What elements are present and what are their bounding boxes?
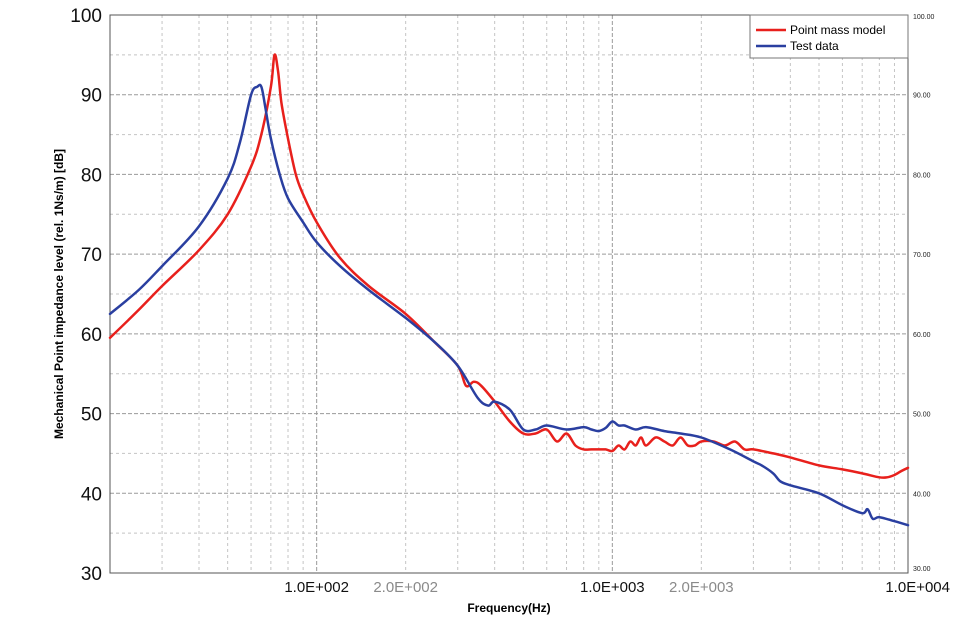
y-axis-title: Mechanical Point impedance level (rel. 1… xyxy=(52,149,66,439)
y-tick-label-right: 30.00 xyxy=(913,566,931,573)
y-tick-label-right: 70.00 xyxy=(913,252,931,259)
y-tick-label-right: 100.00 xyxy=(913,14,935,21)
x-tick-label: 1.0E+002 xyxy=(284,579,349,596)
x-tick-label: 1.0E+004 xyxy=(885,579,950,596)
y-tick-label-left: 50 xyxy=(81,405,102,426)
x-tick-label: 1.0E+003 xyxy=(580,579,645,596)
y-tick-label-left: 40 xyxy=(81,484,102,505)
plot-frame xyxy=(109,14,909,574)
grid-layer xyxy=(110,15,908,573)
y-tick-label-right: 90.00 xyxy=(913,93,931,100)
series-layer xyxy=(108,53,910,527)
y-tick-label-left: 70 xyxy=(81,245,102,266)
legend-label-test-data: Test data xyxy=(790,39,839,53)
y-tick-label-left: 60 xyxy=(81,325,102,346)
tick-layer: 30 40 50 60 70 80 90 100 30.00 40.00 50.00 60.00 70.… xyxy=(70,6,950,596)
x-tick-label: 2.0E+002 xyxy=(373,579,438,596)
legend-label-point-mass-model: Point mass model xyxy=(790,23,885,37)
y-tick-label-left: 80 xyxy=(81,165,102,186)
y-tick-label-left: 100 xyxy=(70,6,102,27)
legend-box xyxy=(749,14,909,59)
x-axis-title: Frequency(Hz) xyxy=(467,601,550,615)
series-line-test-data xyxy=(108,83,910,527)
y-tick-label-right: 60.00 xyxy=(913,332,931,339)
x-tick-label: 2.0E+003 xyxy=(669,579,734,596)
legend: Point mass model Test data xyxy=(749,14,909,59)
y-tick-label-left: 30 xyxy=(81,564,102,585)
y-tick-label-left: 90 xyxy=(81,86,102,107)
series-line-point-mass-model xyxy=(108,53,910,479)
y-tick-label-right: 80.00 xyxy=(913,172,931,179)
y-tick-label-right: 50.00 xyxy=(913,412,931,419)
y-tick-label-right: 40.00 xyxy=(913,491,931,498)
